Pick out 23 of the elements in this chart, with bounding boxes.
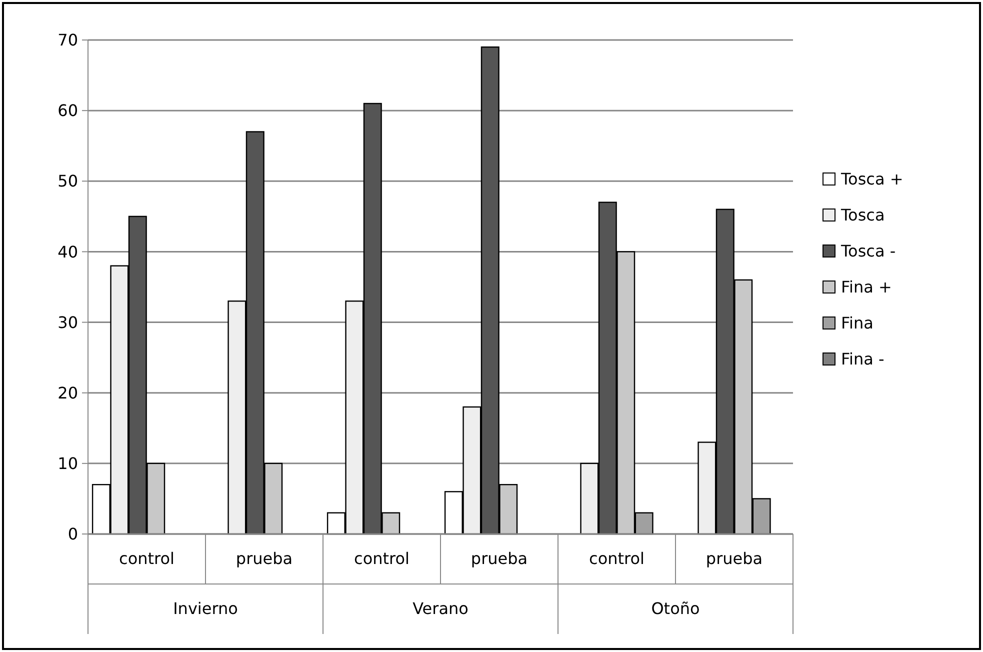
y-tick-label: 50: [58, 172, 78, 191]
text: Invierno: [173, 599, 238, 618]
x-tick-label: control: [589, 549, 644, 568]
y-tick-label: 20: [58, 383, 78, 402]
x-tick-label: control: [354, 549, 410, 568]
y-tick-label: 10: [58, 454, 78, 474]
y-tick-label: 0: [68, 524, 78, 544]
legend-label: Tosca +: [840, 170, 904, 189]
y-tick-label: 70: [58, 30, 78, 50]
legend-label: Fina +: [841, 278, 892, 297]
x-tick-label: prueba: [706, 549, 763, 568]
y-tick-label: 40: [58, 242, 78, 262]
legend-label: Tosca: [840, 206, 885, 225]
text: Verano: [412, 599, 468, 618]
legend-label: Fina -: [841, 350, 884, 369]
x-tick-label: prueba: [470, 549, 528, 568]
x-tick-label: control: [119, 549, 174, 568]
y-tick-label: 60: [58, 101, 78, 120]
x-tick-label: prueba: [236, 549, 293, 568]
legend-label: Tosca -: [840, 242, 896, 261]
y-tick-label: 30: [58, 312, 78, 332]
legend-label: Fina: [841, 314, 874, 333]
text: Otoño: [651, 599, 700, 618]
